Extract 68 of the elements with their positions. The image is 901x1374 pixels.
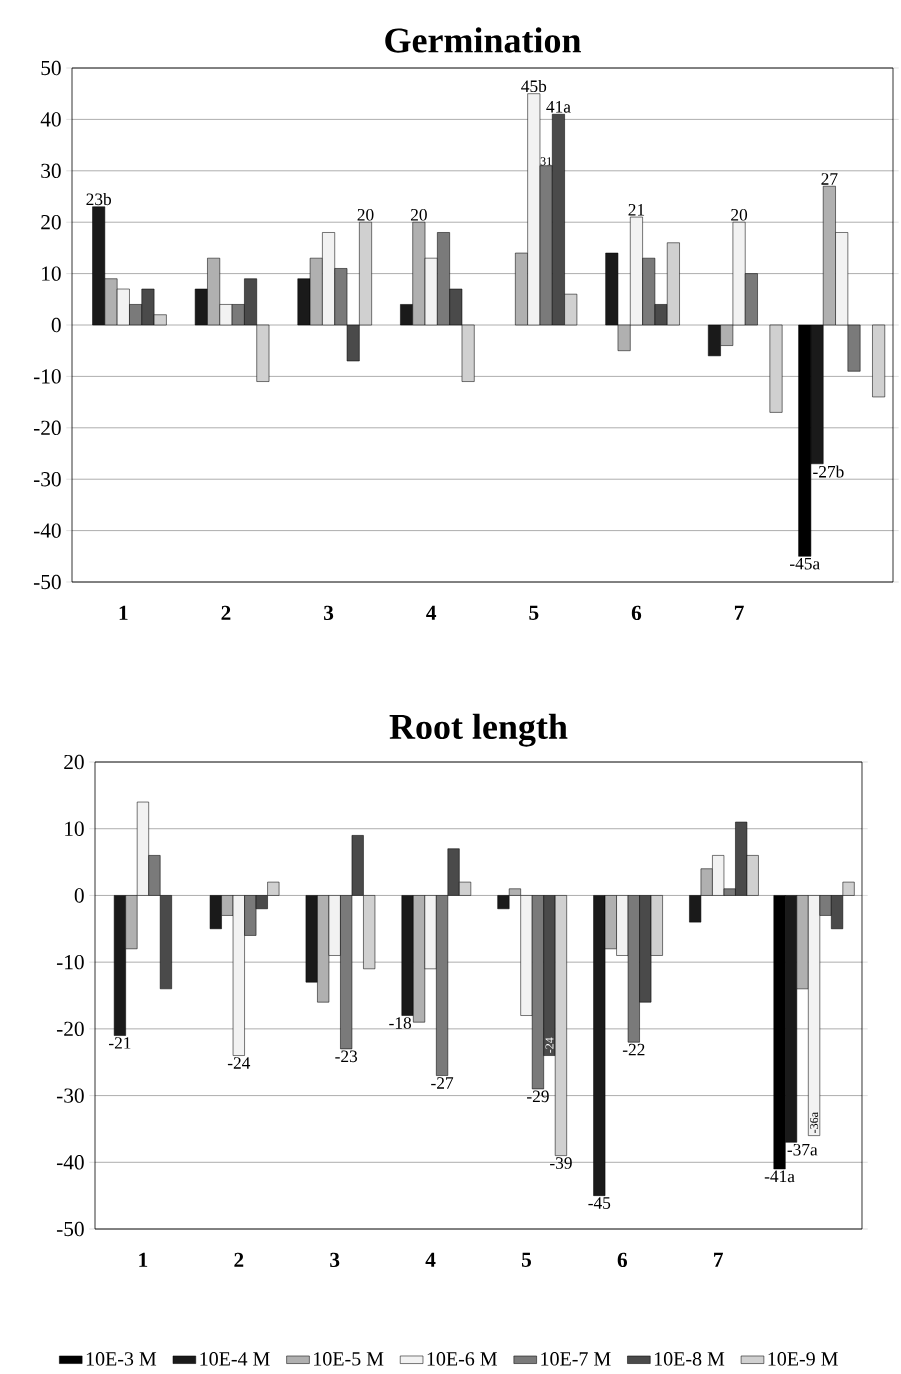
y-tick-label: 0 bbox=[74, 888, 84, 903]
x-tick-label: 7 bbox=[734, 605, 744, 620]
data-label: 23b bbox=[86, 192, 112, 206]
bar bbox=[769, 324, 783, 413]
y-tick-label: -20 bbox=[33, 420, 61, 435]
bar bbox=[872, 324, 886, 398]
x-tick-label: 5 bbox=[529, 605, 539, 620]
data-label: 41a bbox=[546, 101, 571, 113]
data-label: -36a bbox=[810, 1112, 819, 1133]
y-tick-label: -30 bbox=[33, 472, 61, 487]
data-label: -45 bbox=[588, 1197, 611, 1209]
x-tick-label: 2 bbox=[221, 605, 231, 620]
data-label: -27 bbox=[431, 1077, 454, 1089]
data-label: -21 bbox=[109, 1037, 131, 1049]
x-tick-label: 4 bbox=[426, 605, 437, 620]
data-label: -39 bbox=[550, 1157, 572, 1169]
legend-label: 10E-5 M bbox=[314, 1352, 384, 1366]
data-label: -37a bbox=[787, 1143, 818, 1156]
y-tick-label: 50 bbox=[41, 60, 61, 76]
data-label: 45b bbox=[521, 79, 547, 93]
y-tick-label: 10 bbox=[42, 266, 61, 281]
y-tick-label: -10 bbox=[33, 369, 61, 384]
y-tick-label: -20 bbox=[56, 1021, 84, 1037]
chart-title: Root length bbox=[389, 713, 568, 747]
y-tick-label: 10 bbox=[65, 821, 84, 836]
y-tick-label: -10 bbox=[56, 954, 84, 970]
legend-label: 10E-7 M bbox=[541, 1352, 611, 1366]
x-tick-label: 3 bbox=[330, 1252, 340, 1268]
data-label: -24 bbox=[227, 1057, 251, 1069]
data-label: -23 bbox=[335, 1050, 358, 1063]
x-tick-label: 6 bbox=[631, 605, 642, 621]
legend-label: 10E-3 M bbox=[86, 1352, 157, 1366]
legend-label: 10E-9 M bbox=[768, 1352, 838, 1366]
data-label: 31 bbox=[540, 157, 552, 166]
data-label: 21 bbox=[628, 203, 645, 216]
y-tick-label: -40 bbox=[33, 523, 61, 538]
legend-label: 10E-8 M bbox=[654, 1352, 725, 1366]
y-tick-label: -30 bbox=[56, 1088, 84, 1103]
data-label: -18 bbox=[389, 1017, 412, 1029]
data-label: 20 bbox=[357, 208, 374, 221]
x-tick-label: 4 bbox=[425, 1252, 436, 1267]
x-tick-label: 7 bbox=[714, 1252, 723, 1267]
y-tick-label: 20 bbox=[41, 215, 61, 230]
chart-title: Germination bbox=[385, 27, 581, 53]
x-tick-label: 1 bbox=[119, 605, 128, 620]
data-label: -24 bbox=[545, 1037, 554, 1053]
x-tick-label: 3 bbox=[324, 605, 334, 621]
data-label: 20 bbox=[731, 208, 748, 221]
legend-label: 10E-4 M bbox=[200, 1352, 270, 1366]
y-tick-label: 0 bbox=[51, 317, 61, 333]
legend-label: 10E-6 M bbox=[427, 1352, 497, 1366]
x-tick-label: 1 bbox=[139, 1252, 148, 1267]
data-label: 27 bbox=[821, 173, 838, 185]
x-tick-label: 5 bbox=[521, 1252, 531, 1267]
y-tick-label: 40 bbox=[40, 112, 61, 127]
y-tick-label: -50 bbox=[33, 574, 61, 590]
y-tick-label: 30 bbox=[41, 163, 61, 178]
data-label: 20 bbox=[410, 208, 427, 221]
y-tick-label: 20 bbox=[64, 754, 84, 770]
data-label: -41a bbox=[764, 1170, 795, 1183]
x-tick-label: 6 bbox=[617, 1252, 628, 1268]
data-label: -29 bbox=[527, 1090, 549, 1103]
data-label: -27b bbox=[813, 465, 844, 478]
y-tick-label: -50 bbox=[56, 1221, 84, 1237]
y-tick-label: -40 bbox=[56, 1155, 84, 1170]
x-tick-label: 2 bbox=[234, 1252, 244, 1267]
data-label: -45a bbox=[789, 557, 820, 570]
data-label: -22 bbox=[622, 1043, 645, 1056]
